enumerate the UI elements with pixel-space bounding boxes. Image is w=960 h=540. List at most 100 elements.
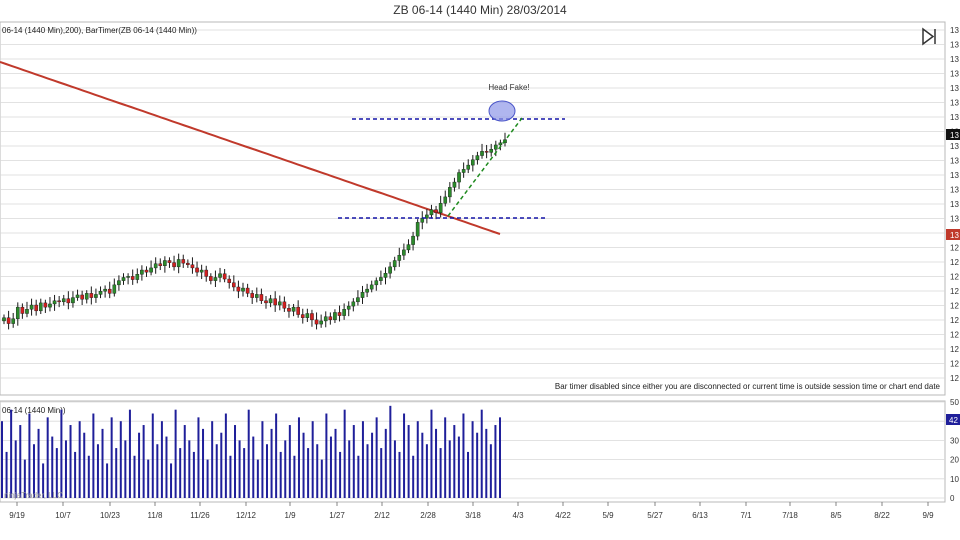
price-axis: 13 13 13 13 13 13 13 13 13 13 13 13 13 13 12 12 12 12 12 12… [950, 26, 959, 383]
volume-bar [453, 425, 456, 498]
ma-value-label: 13 [950, 231, 959, 240]
volume-bar [211, 421, 214, 498]
volume-bar [160, 421, 163, 498]
volume-bar [403, 413, 406, 498]
candle [11, 318, 15, 324]
candle [144, 269, 149, 273]
volume-bar [37, 428, 40, 498]
candle [300, 314, 305, 318]
volume-bar [499, 417, 501, 498]
price-tick-label: 12 [950, 360, 959, 369]
price-indicator-label: 06-14 (1440 Min),200), BarTimer(ZB 06-14… [2, 26, 197, 35]
head-fake-marker [488, 100, 516, 122]
candle [176, 259, 181, 268]
candle [250, 293, 255, 298]
price-tick-label: 13 [950, 215, 959, 224]
candle [392, 260, 397, 268]
candle [259, 294, 264, 301]
price-tick-label: 13 [950, 142, 959, 151]
volume-tick-label: 20 [950, 456, 959, 465]
candle [356, 297, 360, 303]
x-tick-label: 1/27 [329, 511, 345, 520]
candle [498, 142, 503, 146]
candle [429, 209, 434, 216]
price-tick-label: 12 [950, 287, 959, 296]
x-tick-label: 9/19 [9, 511, 25, 520]
candle [245, 287, 250, 294]
candle [314, 319, 319, 325]
volume-bar [435, 428, 438, 498]
candle [369, 284, 374, 290]
volume-bar [279, 451, 282, 498]
volume-bar [448, 440, 451, 498]
volume-bar [339, 451, 342, 498]
volume-bar [412, 455, 415, 498]
candle [190, 264, 195, 269]
candle [282, 301, 287, 309]
price-tick-label: 13 [950, 99, 959, 108]
volume-bar [64, 440, 67, 498]
volume-bar [375, 417, 378, 498]
price-tick-label: 12 [950, 244, 959, 253]
volume-bars-layer [1, 405, 501, 498]
sma-line-layer [0, 61, 501, 235]
volume-tick-label: 30 [950, 436, 959, 445]
volume-bar [307, 448, 310, 498]
candle [117, 280, 121, 286]
candle [471, 159, 475, 166]
volume-bar [192, 451, 195, 498]
volume-bar [329, 436, 332, 498]
x-tick-label: 2/12 [374, 511, 390, 520]
volume-bar [288, 425, 291, 498]
last-volume-tag: 42 [946, 414, 960, 425]
volume-bar [206, 459, 209, 498]
candle [346, 305, 351, 310]
volume-bar [380, 448, 383, 498]
volume-bar [348, 440, 351, 498]
volume-bar [261, 421, 264, 498]
candle [25, 309, 29, 314]
price-tick-label: 12 [950, 302, 959, 311]
volume-bar [119, 421, 122, 498]
volume-bar [151, 413, 154, 498]
volume-bar [366, 444, 369, 498]
price-tick-label: 13 [950, 113, 959, 122]
volume-bar [60, 409, 63, 498]
candle [199, 269, 204, 273]
x-tick-label: 12/12 [236, 511, 257, 520]
candle [360, 292, 365, 298]
volume-bar [325, 413, 328, 498]
candle [121, 277, 126, 281]
volume-bar [115, 448, 118, 498]
candle [75, 294, 80, 298]
candle [438, 203, 443, 213]
volume-bar [165, 436, 168, 498]
candle [232, 282, 236, 288]
candle [273, 298, 277, 306]
volume-bar [357, 455, 360, 498]
price-panel[interactable] [0, 21, 946, 396]
candle [411, 235, 415, 245]
price-tick-label: 12 [950, 331, 959, 340]
x-axis: 9/19 10/7 10/23 11/8 11/26 12/12 1/9 1/27 2/12 2/… [9, 502, 934, 520]
candle [107, 288, 112, 294]
candle [475, 155, 480, 160]
candle [140, 269, 144, 275]
candle [328, 316, 333, 321]
candle [236, 286, 241, 292]
x-tick-label: 8/22 [874, 511, 890, 520]
candle [20, 306, 25, 314]
volume-bar [421, 432, 424, 498]
volume-bar [462, 413, 465, 498]
play-to-end-icon[interactable] [922, 27, 936, 46]
candle [163, 260, 167, 267]
volume-bar [316, 444, 319, 498]
candle [218, 273, 222, 278]
price-tick-label: 13 [950, 26, 959, 35]
candle [406, 244, 411, 251]
candle [457, 172, 461, 183]
volume-bar [128, 409, 131, 498]
candle [2, 317, 6, 322]
candle [337, 312, 342, 316]
candle [241, 287, 245, 292]
